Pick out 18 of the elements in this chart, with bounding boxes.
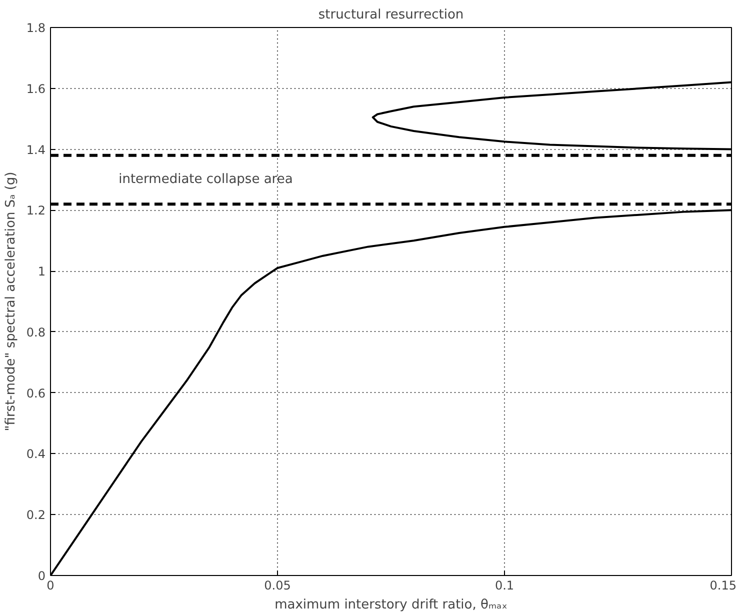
y-tick-label: 1.8 bbox=[26, 21, 46, 35]
x-axis-title: maximum interstory drift ratio, θₘₐₓ bbox=[274, 598, 508, 612]
y-tick-label: 1 bbox=[38, 264, 46, 279]
y-axis-title: "first-mode" spectral acceleration Sₐ (g) bbox=[3, 172, 18, 432]
y-tick-label: 0.8 bbox=[26, 325, 46, 340]
x-tick-label: 0.15 bbox=[710, 578, 736, 592]
x-tick-label: 0.1 bbox=[494, 578, 514, 592]
y-tick-label: 0.2 bbox=[26, 508, 46, 522]
y-tick-label: 1.4 bbox=[26, 142, 46, 157]
y-tick-label: 0.4 bbox=[26, 447, 46, 462]
x-tick-label: 0.05 bbox=[264, 578, 291, 592]
y-tick-label: 1.6 bbox=[26, 82, 46, 96]
y-tick-label: 1.2 bbox=[26, 204, 46, 218]
chart-title: structural resurrection bbox=[318, 8, 464, 22]
y-tick-label: 0.6 bbox=[26, 386, 46, 400]
y-tick-label: 0 bbox=[38, 569, 46, 583]
annotation: intermediate collapse area bbox=[118, 172, 293, 188]
x-tick-label: 0 bbox=[46, 578, 54, 592]
